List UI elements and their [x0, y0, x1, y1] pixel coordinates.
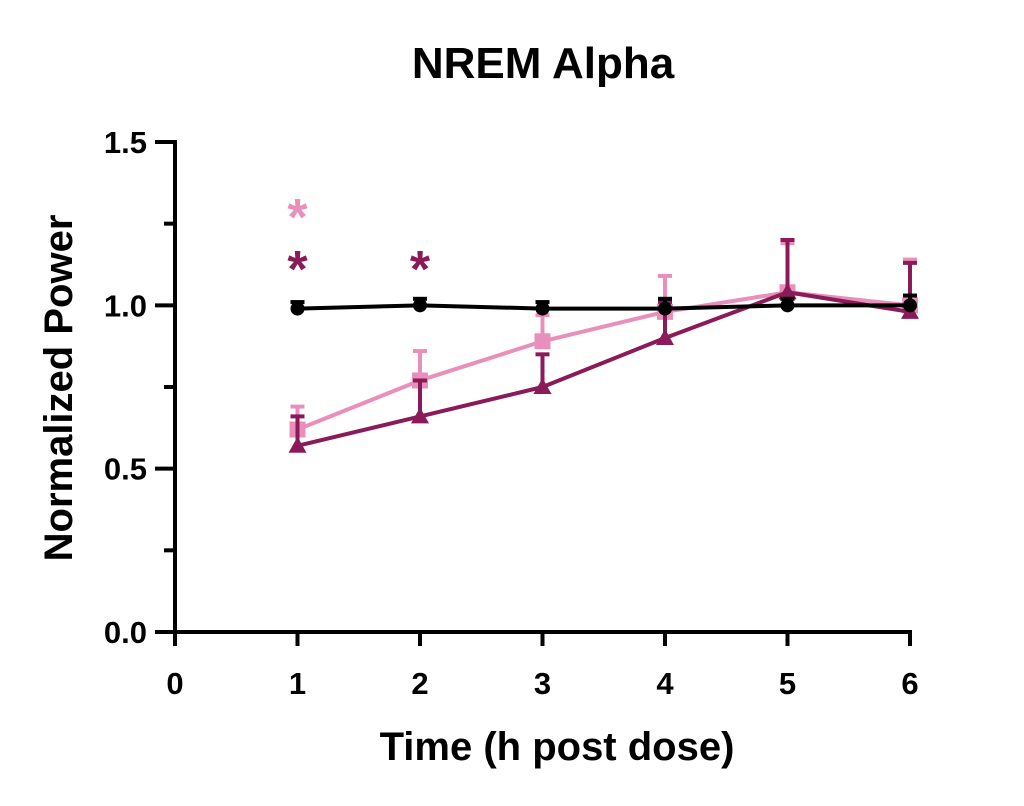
axes: 0 1 2 3 4 5 6 0.0 0.5 1.0 1.5: [104, 125, 919, 701]
significance-star-2: *: [410, 241, 431, 299]
series-line: [297, 290, 911, 448]
x-tick-label-4: 4: [656, 666, 674, 701]
annotation-layer: ** *: [287, 189, 431, 299]
significance-star-1: *: [287, 241, 308, 299]
y-tick-label-1.5: 1.5: [104, 125, 147, 160]
x-tick-label-1: 1: [289, 666, 306, 701]
y-tick-label-1.0: 1.0: [104, 288, 147, 323]
series-2: [290, 293, 917, 316]
series-line: [297, 303, 910, 311]
y-tick-label-0.0: 0.0: [104, 615, 147, 650]
y-axis-label: Normalized Power: [37, 215, 81, 562]
series-1: [288, 238, 919, 453]
chart-title: NREM Alpha: [412, 39, 675, 88]
data-point: [413, 298, 427, 313]
x-axis-label: Time (h post dose): [380, 725, 735, 769]
series-0: [289, 241, 918, 438]
data-point: [780, 298, 795, 313]
series-layer: [288, 238, 919, 453]
data-point: [656, 329, 674, 345]
y-tick-label-0.5: 0.5: [104, 452, 147, 487]
data-point: [658, 301, 672, 316]
significance-star-0: *: [287, 189, 308, 247]
data-point: [290, 301, 305, 316]
data-point: [411, 407, 429, 424]
data-point: [535, 301, 550, 316]
data-point: [903, 298, 917, 313]
x-tick-label-3: 3: [534, 666, 551, 701]
x-tick-label-6: 6: [901, 666, 918, 701]
data-point: [778, 283, 797, 300]
data-point: [534, 333, 551, 350]
x-tick-label-2: 2: [411, 666, 428, 701]
data-point: [533, 378, 552, 394]
data-point: [288, 436, 307, 453]
x-tick-label-5: 5: [779, 666, 796, 701]
x-tick-label-0: 0: [166, 666, 183, 701]
